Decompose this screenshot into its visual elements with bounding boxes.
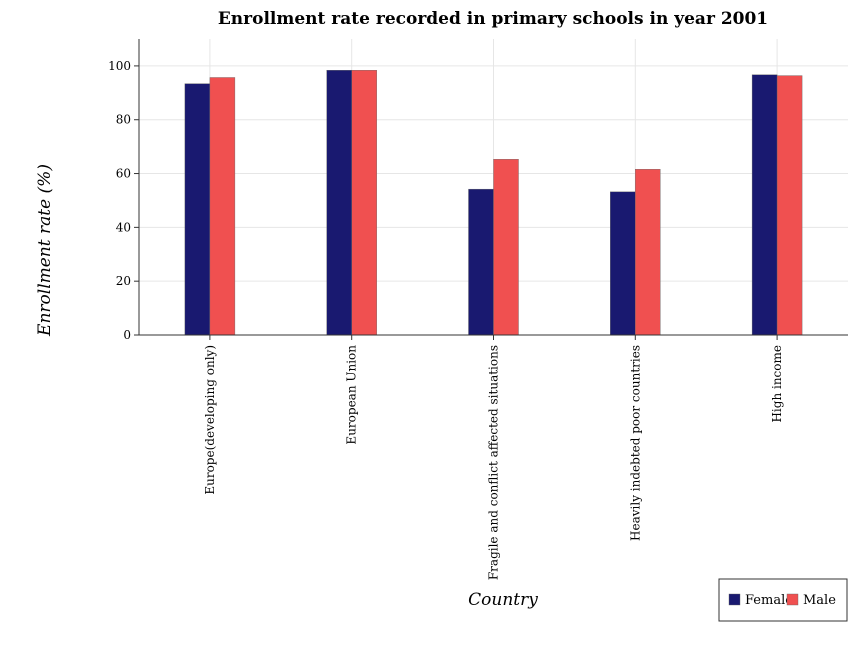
y-axis-label: Enrollment rate (%)	[35, 164, 55, 337]
bar-female	[610, 191, 636, 336]
legend: Female Male	[718, 578, 848, 622]
bar-female	[184, 83, 211, 336]
legend-swatch-male	[786, 593, 799, 606]
y-tick-label: 100	[108, 59, 131, 73]
x-tick-label: Fragile and conflict affected situations	[487, 345, 501, 580]
bar-male	[635, 169, 661, 336]
x-axis-label: Country	[468, 590, 538, 610]
bar-female	[751, 74, 778, 336]
x-tick-label: European Union	[345, 345, 359, 445]
y-tick-label: 80	[116, 113, 131, 127]
bar-male	[351, 70, 377, 336]
chart-title: Enrollment rate recorded in primary scho…	[218, 9, 768, 29]
y-tick-label: 0	[123, 328, 131, 342]
legend-label-male: Male	[803, 593, 836, 608]
legend-label-female: Female	[745, 593, 793, 608]
y-tick-label: 60	[116, 167, 131, 181]
legend-swatch-female	[728, 593, 741, 606]
y-tick-label: 20	[116, 274, 131, 288]
bar-male	[209, 77, 236, 336]
bar-male	[493, 159, 519, 336]
x-tick-label: Heavily indebted poor countries	[628, 345, 642, 541]
bar-female	[326, 70, 352, 336]
x-tick-label: Europe(developing only)	[203, 345, 217, 495]
plot-area: 0 20 40 60 80 100 Europe(developing only) Europ…	[108, 39, 848, 580]
legend-box	[718, 578, 848, 622]
bar-female	[468, 188, 494, 336]
x-tick-label: High income	[770, 345, 784, 423]
y-tick-label: 40	[116, 220, 131, 234]
bar-male	[776, 75, 803, 336]
